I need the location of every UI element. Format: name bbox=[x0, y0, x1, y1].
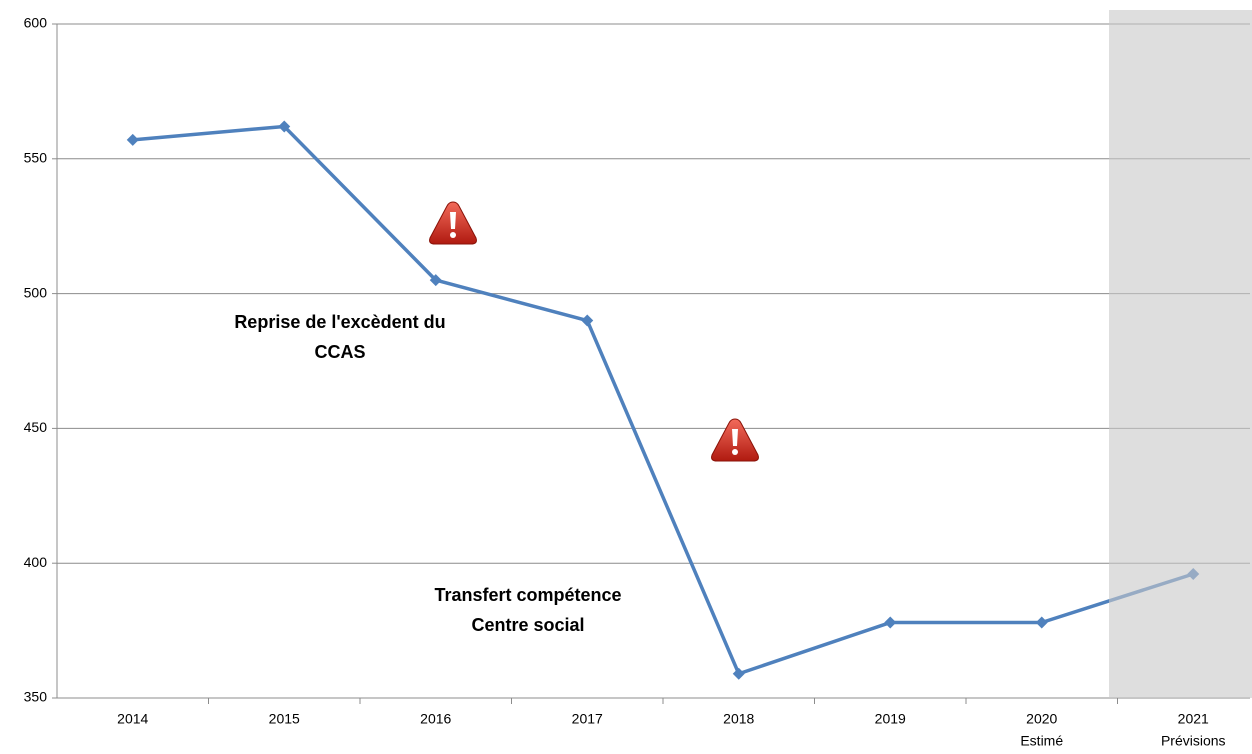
y-tick-label: 350 bbox=[24, 689, 48, 705]
data-line bbox=[132, 124, 1194, 676]
annotation: Transfert compétence bbox=[434, 585, 621, 605]
x-tick-label: 2021 bbox=[1178, 711, 1209, 727]
x-tick-label: 2018 bbox=[723, 711, 754, 727]
y-tick-label: 400 bbox=[24, 554, 48, 570]
warning-dot bbox=[450, 232, 456, 238]
y-tick-label: 550 bbox=[24, 150, 48, 166]
annotation: Reprise de l'excèdent du bbox=[234, 312, 445, 332]
marker bbox=[581, 314, 594, 327]
y-tick-label: 500 bbox=[24, 284, 48, 300]
marker bbox=[429, 274, 442, 287]
x-tick-note: Prévisions bbox=[1161, 733, 1226, 749]
marker bbox=[1035, 616, 1048, 629]
x-tick-label: 2015 bbox=[269, 711, 300, 727]
x-tick-label: 2020 bbox=[1026, 711, 1057, 727]
x-tick-label: 2014 bbox=[117, 711, 148, 727]
warning-dot bbox=[732, 449, 738, 455]
y-tick-label: 450 bbox=[24, 419, 48, 435]
warning-icon bbox=[711, 418, 759, 462]
marker bbox=[126, 133, 139, 146]
warning-bang bbox=[450, 212, 456, 229]
x-tick-label: 2016 bbox=[420, 711, 451, 727]
annotation: Centre social bbox=[471, 615, 584, 635]
annotation: CCAS bbox=[314, 342, 365, 362]
warning-icon bbox=[429, 201, 477, 245]
x-tick-label: 2017 bbox=[572, 711, 603, 727]
forecast-shade bbox=[1109, 10, 1252, 698]
y-tick-label: 600 bbox=[24, 15, 48, 31]
marker bbox=[884, 616, 897, 629]
warning-bang bbox=[732, 429, 738, 446]
x-tick-note: Estimé bbox=[1020, 733, 1063, 749]
marker bbox=[278, 120, 291, 133]
marker bbox=[732, 667, 745, 680]
x-tick-label: 2019 bbox=[875, 711, 906, 727]
